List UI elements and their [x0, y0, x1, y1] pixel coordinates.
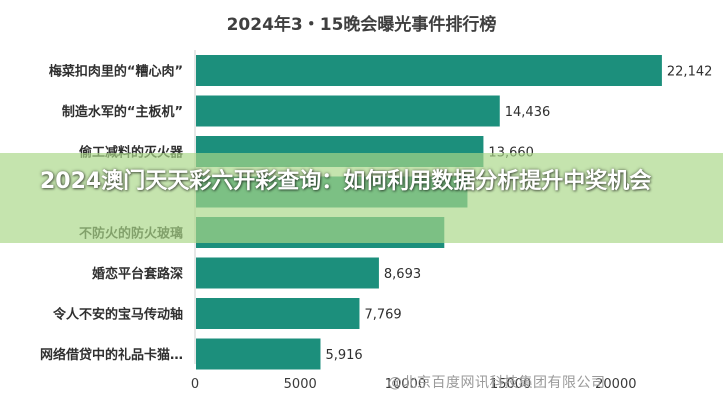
headline-text: 2024澳门天天彩六开彩查询：如何利用数据分析提升中奖机会	[40, 169, 652, 194]
x-tick-label: 0	[191, 377, 199, 392]
x-tick-label: 15000	[490, 377, 531, 392]
category-label: 网络借贷中的礼品卡猫…	[40, 347, 183, 363]
data-label: 7,769	[364, 308, 401, 323]
chart-title: 2024年3・15晚会曝光事件排行榜	[226, 15, 497, 35]
bar	[196, 55, 662, 86]
bar	[196, 95, 500, 127]
category-label: 令人不安的宝马传动轴	[53, 307, 183, 323]
data-label: 14,436	[505, 105, 551, 120]
category-label: 制造水军的“主板机”	[62, 104, 183, 120]
bar	[196, 338, 321, 370]
x-tick-label: 10000	[385, 377, 426, 392]
data-label: 22,142	[667, 65, 713, 80]
x-tick-label: 5000	[284, 377, 317, 392]
data-label: 5,916	[325, 348, 362, 363]
watermark-text: @北京百度网讯科技集团有限公司	[388, 375, 606, 391]
category-label: 梅菜扣肉里的“糟心肉”	[49, 64, 183, 80]
data-label: 8,693	[384, 267, 421, 282]
x-tick-label: 20000	[595, 377, 636, 392]
bar	[196, 257, 379, 289]
headline-banner	[0, 153, 723, 243]
bar	[196, 298, 360, 329]
category-label: 婚恋平台套路深	[92, 266, 183, 282]
